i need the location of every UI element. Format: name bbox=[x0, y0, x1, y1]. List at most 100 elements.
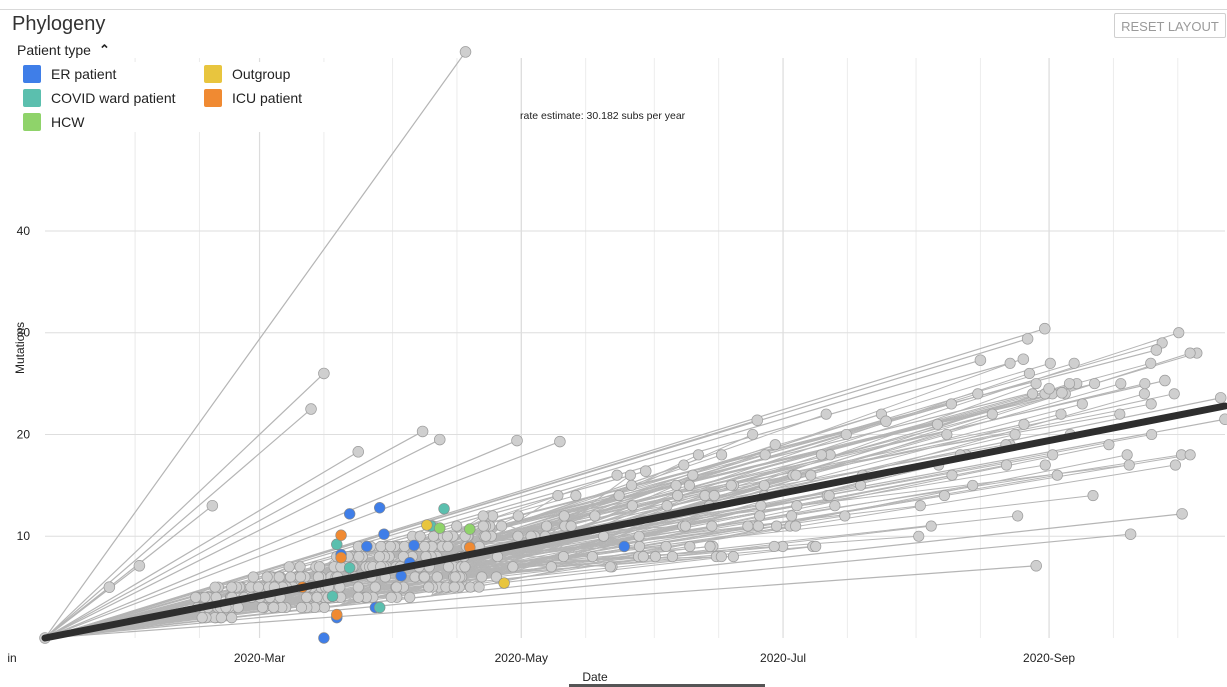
legend-item-icu-patient[interactable]: ICU patient bbox=[204, 89, 302, 107]
branch bbox=[44, 359, 981, 639]
tip-point bbox=[352, 446, 364, 458]
legend-toggle[interactable]: Patient type ⌃ bbox=[17, 42, 110, 58]
tip-point bbox=[414, 530, 426, 542]
legend-item-outgroup[interactable]: Outgroup bbox=[204, 65, 290, 83]
tip-point bbox=[1012, 510, 1024, 522]
tip-point-colored bbox=[464, 523, 476, 535]
tip-point bbox=[442, 561, 455, 573]
tip-point bbox=[1146, 428, 1158, 441]
tip-point bbox=[1018, 418, 1030, 430]
tip-point bbox=[706, 520, 718, 532]
tip-point bbox=[226, 612, 238, 624]
tip-point bbox=[913, 530, 925, 542]
tip-point bbox=[1145, 398, 1157, 410]
tip-point bbox=[1145, 357, 1157, 369]
x-axis-drag-handle[interactable] bbox=[569, 684, 765, 687]
tip-point bbox=[790, 520, 802, 532]
tip-point bbox=[624, 469, 636, 481]
tip-point bbox=[206, 499, 219, 512]
tip-point bbox=[511, 434, 523, 447]
legend-label: COVID ward patient bbox=[51, 90, 176, 106]
tip-point bbox=[1030, 378, 1042, 390]
legend-item-er-patient[interactable]: ER patient bbox=[23, 65, 116, 83]
tip-point bbox=[725, 479, 737, 491]
tip-point bbox=[1023, 367, 1035, 379]
tip-point bbox=[318, 367, 330, 380]
tip-point bbox=[829, 500, 841, 512]
tip-point bbox=[1017, 353, 1030, 365]
legend-label: Outgroup bbox=[232, 66, 291, 82]
tip-point bbox=[190, 591, 202, 603]
y-tick-label: 40 bbox=[17, 224, 31, 238]
tip-point bbox=[670, 479, 682, 491]
tip-point bbox=[972, 388, 984, 400]
tip-point bbox=[369, 581, 381, 593]
y-tick-label: 20 bbox=[17, 427, 31, 441]
y-axis-label: Mutations bbox=[13, 322, 27, 374]
tip-point bbox=[791, 500, 803, 512]
tip-point bbox=[256, 601, 269, 614]
tip-point bbox=[418, 571, 430, 583]
tip-point bbox=[986, 408, 998, 420]
tip-point bbox=[477, 510, 489, 522]
tip-point bbox=[633, 530, 645, 542]
legend-swatch bbox=[23, 89, 41, 107]
rate-annotation: rate estimate: 30.182 subs per year bbox=[520, 110, 686, 122]
tip-point bbox=[1219, 413, 1227, 425]
x-tick-label: 2020-Jul bbox=[760, 651, 806, 665]
tip-point bbox=[679, 520, 691, 532]
tip-point bbox=[558, 510, 570, 522]
tip-point bbox=[448, 581, 460, 593]
tip-point bbox=[1039, 322, 1051, 335]
tip-point-colored bbox=[378, 528, 390, 540]
tip-point bbox=[1056, 387, 1068, 399]
tip-point bbox=[480, 530, 492, 542]
tip-point bbox=[268, 601, 280, 614]
tip-point bbox=[586, 551, 598, 563]
legend-item-covid-ward-patient[interactable]: COVID ward patient bbox=[23, 89, 176, 107]
tip-point bbox=[1214, 392, 1227, 404]
tip-point bbox=[451, 520, 463, 532]
tip-point bbox=[716, 449, 728, 461]
tip-point bbox=[404, 591, 416, 603]
tip-point-colored bbox=[335, 529, 347, 541]
tip-point bbox=[557, 551, 570, 563]
tip-point bbox=[1168, 388, 1180, 400]
legend-item-hcw[interactable]: HCW bbox=[23, 113, 84, 131]
tip-point bbox=[196, 612, 208, 624]
rate-regression-line bbox=[41, 402, 1227, 642]
tip-point bbox=[1139, 378, 1151, 390]
tip-point bbox=[570, 489, 582, 502]
tip-point bbox=[449, 571, 461, 583]
tip-point bbox=[683, 479, 695, 491]
reset-layout-button[interactable]: RESET LAYOUT bbox=[1114, 13, 1226, 38]
branch bbox=[44, 358, 1024, 639]
tip-point bbox=[565, 520, 577, 532]
tip-point bbox=[295, 601, 308, 614]
tip-point bbox=[589, 510, 601, 522]
tip-point bbox=[1009, 428, 1021, 441]
legend: ER patient Outgroup COVID ward patient I… bbox=[18, 62, 378, 132]
tip-point bbox=[399, 540, 411, 552]
tip-point bbox=[715, 551, 727, 563]
tip-point bbox=[727, 551, 739, 563]
tip-point bbox=[1000, 459, 1013, 471]
x-tick-label: 2020-Mar bbox=[234, 651, 285, 665]
legend-label: HCW bbox=[51, 114, 85, 130]
tip-point-colored bbox=[421, 519, 433, 531]
legend-swatch bbox=[204, 65, 222, 83]
tip-point bbox=[285, 571, 297, 583]
tip-point bbox=[1068, 357, 1080, 369]
tip-point-colored bbox=[343, 562, 356, 574]
tip-point bbox=[1184, 347, 1196, 359]
tip-point bbox=[1115, 378, 1127, 390]
tip-point bbox=[434, 433, 446, 446]
tip-point bbox=[477, 520, 489, 532]
branch bbox=[44, 565, 140, 639]
tip-point bbox=[507, 561, 519, 573]
tip-point bbox=[692, 449, 704, 461]
tip-point bbox=[247, 571, 259, 583]
tip-point bbox=[459, 561, 471, 573]
tip-point bbox=[416, 425, 429, 438]
